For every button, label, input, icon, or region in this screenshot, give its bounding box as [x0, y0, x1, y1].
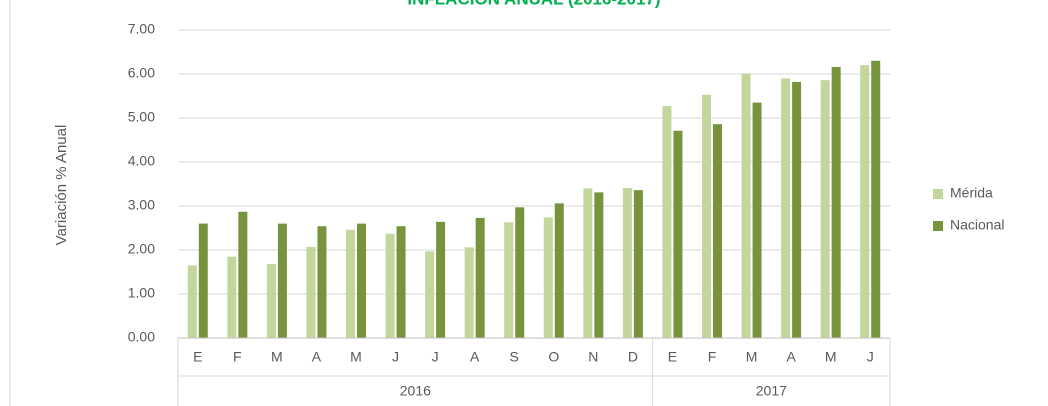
bar [425, 251, 435, 338]
x-tick-label: E [193, 349, 202, 365]
bar [227, 256, 237, 338]
bar [633, 190, 643, 338]
group-label: 2017 [756, 383, 787, 399]
bar [346, 229, 355, 338]
legend-swatch [933, 189, 943, 199]
bar [702, 94, 711, 339]
bar [317, 226, 327, 338]
bar [515, 207, 525, 338]
bar [622, 187, 632, 338]
y-tick-label: 1.00 [128, 285, 155, 301]
bar [673, 130, 683, 338]
bar [583, 188, 593, 338]
x-tick-label: M [271, 349, 283, 365]
x-tick-label: J [392, 349, 399, 365]
bar [277, 223, 287, 338]
y-tick-label: 7.00 [128, 21, 155, 37]
x-tick-label: A [312, 349, 322, 365]
bar [594, 192, 604, 338]
x-tick-label: J [867, 349, 874, 365]
bar [504, 222, 514, 338]
group-label: 2016 [400, 383, 431, 399]
x-tick-label: N [588, 349, 598, 365]
bar [781, 78, 791, 339]
bar [187, 265, 197, 338]
legend-label: Nacional [950, 217, 1004, 233]
bar [662, 106, 672, 339]
bar [436, 221, 446, 338]
bar [820, 80, 830, 338]
bar [464, 247, 474, 338]
y-tick-label: 5.00 [128, 109, 155, 125]
bar [385, 233, 395, 338]
bar [752, 102, 762, 338]
bar [266, 264, 276, 338]
bar [198, 223, 208, 338]
bar [238, 211, 248, 338]
x-tick-label: D [628, 349, 638, 365]
bar [396, 226, 406, 338]
bar [792, 81, 802, 339]
legend-swatch [933, 221, 943, 231]
y-tick-label: 6.00 [128, 65, 155, 81]
bar [713, 124, 722, 338]
bar [554, 203, 564, 338]
bar [475, 217, 485, 338]
x-tick-label: M [350, 349, 362, 365]
x-tick-label: M [825, 349, 837, 365]
bar [860, 65, 870, 338]
legend-label: Mérida [950, 185, 993, 201]
bar [306, 246, 316, 338]
x-tick-label: O [548, 349, 559, 365]
y-tick-label: 0.00 [128, 329, 155, 345]
x-tick-label: F [708, 349, 717, 365]
y-tick-label: 2.00 [128, 241, 155, 257]
x-tick-label: S [510, 349, 519, 365]
x-tick-label: M [746, 349, 758, 365]
x-tick-label: A [470, 349, 480, 365]
bar [871, 60, 881, 339]
bar [543, 217, 553, 338]
y-tick-label: 3.00 [128, 197, 155, 213]
chart-title: INFLACIÓN ANUAL (2016-2017) [407, 0, 660, 8]
y-tick-label: 4.00 [128, 153, 155, 169]
x-tick-label: A [786, 349, 796, 365]
y-axis-title: Variación % Anual [53, 125, 70, 246]
bar [357, 223, 366, 338]
x-tick-label: J [432, 349, 439, 365]
bar [741, 73, 751, 338]
x-tick-label: E [668, 349, 677, 365]
x-tick-label: F [233, 349, 242, 365]
bar [831, 66, 841, 339]
